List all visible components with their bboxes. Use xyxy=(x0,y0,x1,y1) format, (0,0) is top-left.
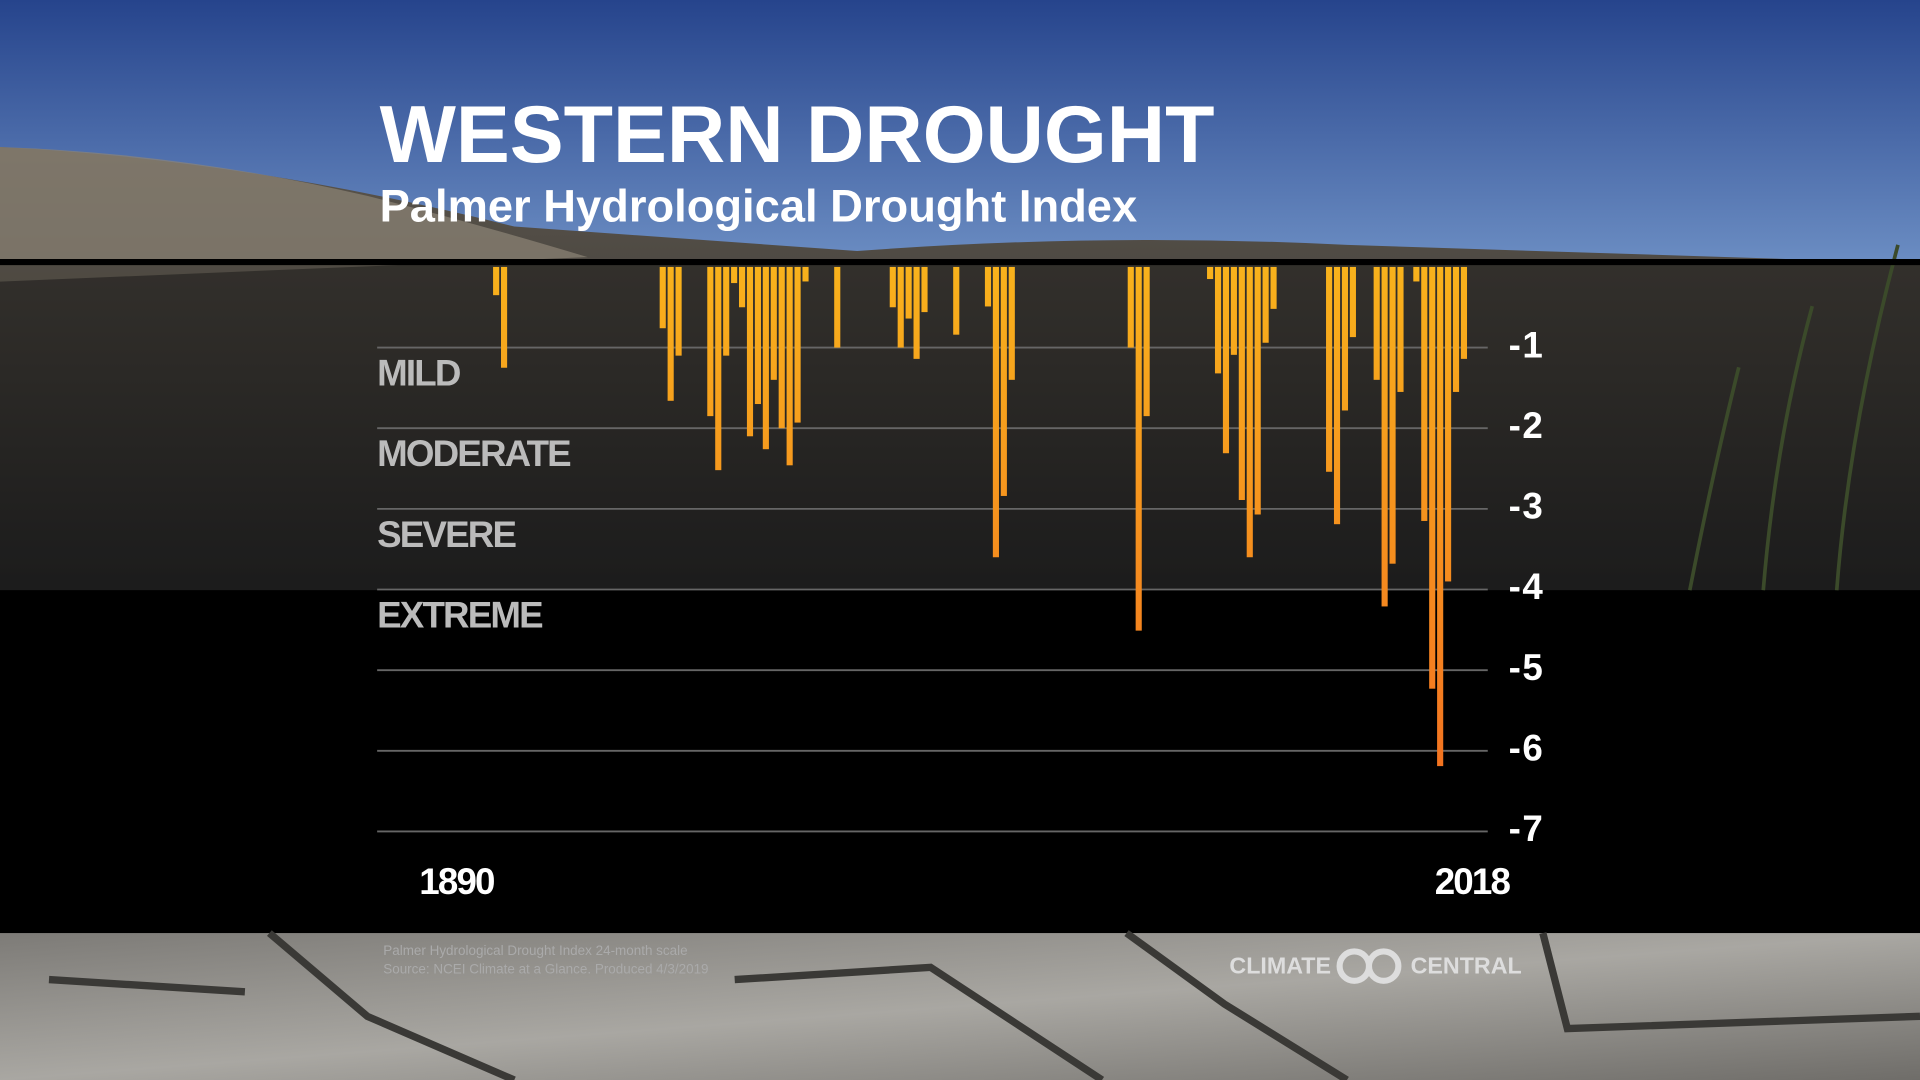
footnote: Source: NCEI Climate at a Glance. Produc… xyxy=(383,961,708,976)
bar xyxy=(1008,266,1015,380)
bar xyxy=(1437,266,1444,767)
logo-text: CLIMATE xyxy=(1229,952,1331,978)
bar xyxy=(754,266,761,405)
bar xyxy=(738,266,746,308)
bar xyxy=(675,266,682,356)
bar xyxy=(1421,266,1428,521)
bar xyxy=(1413,266,1420,282)
bar xyxy=(889,266,896,308)
bar xyxy=(913,266,920,359)
bar xyxy=(897,266,904,348)
bar xyxy=(984,266,992,307)
bar xyxy=(802,266,809,282)
bar xyxy=(762,266,769,450)
bar xyxy=(1143,266,1150,417)
y-tick-label: -2 xyxy=(1509,405,1543,446)
bar xyxy=(1445,266,1452,582)
bar xyxy=(1341,266,1349,411)
bar xyxy=(659,266,666,329)
bar xyxy=(501,266,508,368)
bar xyxy=(834,266,841,348)
bar xyxy=(1000,266,1007,496)
bar xyxy=(786,266,793,466)
chart-title: WESTERN DROUGHT xyxy=(380,90,1215,180)
band-label: SEVERE xyxy=(377,514,516,555)
bar xyxy=(1381,266,1388,607)
bar xyxy=(1207,266,1214,280)
plot: -1 -2 -3 -4 -5 -6 -7 MILD MODERATE SEVERE EXTREME 1… xyxy=(0,258,1920,902)
bar xyxy=(1238,266,1245,500)
bar xyxy=(1349,266,1356,338)
bar xyxy=(1214,266,1222,374)
band-label: MODERATE xyxy=(377,433,571,474)
bar xyxy=(953,266,960,335)
bar xyxy=(715,266,722,471)
bar xyxy=(1373,266,1380,380)
bar xyxy=(905,266,912,319)
chart-subtitle: Palmer Hydrological Drought Index xyxy=(380,180,1138,231)
y-tick-label: -1 xyxy=(1509,324,1543,365)
bar xyxy=(1246,266,1253,558)
bar xyxy=(723,266,730,356)
bar xyxy=(1460,266,1468,359)
band-label: MILD xyxy=(377,353,460,394)
bar xyxy=(1326,266,1333,472)
y-tick-label: -4 xyxy=(1509,566,1544,607)
logo-text: CENTRAL xyxy=(1411,952,1522,978)
bar xyxy=(746,266,754,437)
bar xyxy=(667,266,674,401)
y-tick-label: -6 xyxy=(1509,727,1543,768)
bar xyxy=(1135,266,1142,631)
x-tick-label: 2018 xyxy=(1435,861,1511,902)
bar xyxy=(1333,266,1341,525)
logo: CLIMATE CENTRAL xyxy=(1229,948,1522,984)
bar xyxy=(992,266,999,558)
bar xyxy=(794,266,801,423)
bar xyxy=(731,266,738,284)
bar xyxy=(1254,266,1261,515)
bar xyxy=(921,266,928,313)
band-label: EXTREME xyxy=(377,594,543,635)
footnote: Palmer Hydrological Drought Index 24-mon… xyxy=(383,943,687,958)
y-tick-label: -7 xyxy=(1509,808,1543,849)
bar xyxy=(1230,266,1237,355)
bar xyxy=(493,266,500,296)
bar xyxy=(1389,266,1396,564)
bar xyxy=(1262,266,1269,343)
x-tick-label: 1890 xyxy=(419,861,494,902)
bar xyxy=(1127,266,1134,348)
bar xyxy=(1270,266,1277,309)
bar xyxy=(1222,266,1230,454)
bar xyxy=(1397,266,1404,392)
bar xyxy=(1429,266,1436,689)
bar xyxy=(778,266,785,429)
bar xyxy=(770,266,777,380)
y-tick-label: -3 xyxy=(1509,486,1543,527)
y-tick-label: -5 xyxy=(1509,647,1543,688)
logo-icon xyxy=(1365,948,1402,984)
bar xyxy=(1452,266,1460,392)
bar xyxy=(707,266,714,417)
